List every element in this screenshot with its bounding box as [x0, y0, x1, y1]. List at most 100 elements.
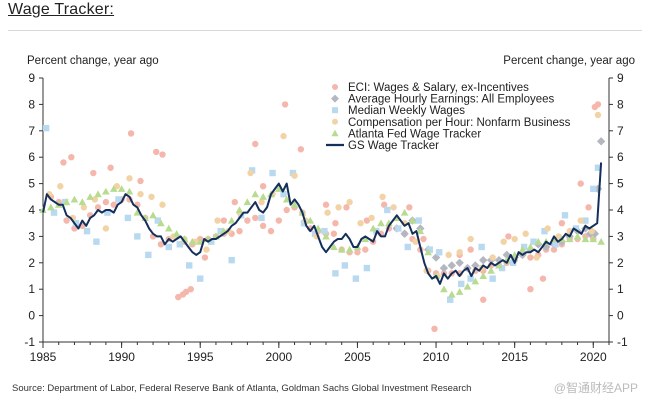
median-point	[509, 259, 517, 266]
atlanta-point	[573, 232, 582, 240]
median-point	[134, 233, 141, 240]
atlanta-point	[149, 211, 157, 219]
ahe-point	[471, 261, 480, 270]
atlanta-point	[235, 206, 244, 214]
eci-point	[363, 217, 371, 224]
compensation-point	[102, 225, 110, 232]
median-point	[541, 227, 548, 235]
atlanta-point	[133, 208, 142, 216]
title-divider	[8, 30, 642, 31]
scatter-series	[39, 101, 606, 332]
compensation-point	[214, 217, 221, 224]
eci-point	[330, 230, 338, 237]
eci-point	[275, 217, 283, 224]
eci-point	[259, 222, 267, 230]
atlanta-point	[125, 187, 134, 195]
compensation-point	[522, 230, 529, 237]
atlanta-point	[440, 285, 448, 293]
legend-label-median: Median Weekly Wages	[348, 105, 465, 117]
ahe-point	[400, 229, 409, 238]
legend-swatch-compensation	[332, 118, 338, 125]
atlanta-point	[487, 266, 495, 274]
y-tick-label-left: 0	[28, 309, 35, 323]
atlanta-point	[251, 190, 260, 198]
compensation-point	[80, 204, 88, 211]
compensation-point	[335, 204, 342, 211]
x-tick-label: 2015	[501, 350, 528, 364]
eci-point	[431, 325, 438, 332]
eci-point	[252, 140, 259, 148]
atlanta-point	[322, 232, 330, 240]
atlanta-point	[455, 288, 464, 295]
atlanta-point	[172, 229, 181, 237]
median-point	[93, 238, 100, 245]
median-point	[186, 262, 193, 269]
y-tick-label-right: 6	[617, 150, 624, 164]
eci-point	[297, 146, 305, 153]
compensation-point	[368, 214, 375, 222]
eci-point	[107, 164, 114, 171]
atlanta-point	[416, 227, 425, 235]
atlanta-point	[164, 224, 173, 232]
median-point	[582, 217, 589, 224]
atlanta-point	[447, 290, 456, 298]
median-point	[258, 214, 265, 222]
compensation-point	[91, 196, 99, 203]
median-point	[217, 227, 224, 235]
compensation-point	[390, 204, 397, 211]
atlanta-point	[337, 245, 346, 253]
median-point	[145, 251, 152, 259]
x-tick-label: 2000	[265, 350, 292, 364]
eci-point	[322, 201, 330, 208]
eci-point	[332, 220, 339, 227]
median-point	[395, 225, 402, 232]
compensation-point	[555, 233, 562, 240]
legend-swatch-ahe	[331, 94, 339, 103]
median-point	[124, 214, 132, 222]
eci-point	[585, 204, 592, 211]
y-tick-label-right: 0	[617, 309, 624, 323]
atlanta-point	[306, 216, 315, 224]
median-point	[176, 241, 183, 248]
atlanta-point	[62, 198, 71, 206]
median-point	[341, 262, 349, 269]
compensation-point	[412, 238, 419, 245]
ahe-point	[439, 263, 449, 273]
atlanta-point	[290, 200, 299, 208]
atlanta-point	[377, 219, 385, 227]
compensation-point	[500, 238, 507, 245]
x-tick-label: 1985	[30, 350, 57, 364]
eci-point	[594, 101, 602, 108]
compensation-point	[467, 235, 474, 243]
eci-point	[60, 159, 67, 166]
y-tick-label-left: 7	[28, 124, 35, 138]
median-point	[72, 220, 80, 227]
x-tick-label: 2005	[344, 350, 371, 364]
eci-point	[110, 201, 117, 208]
y-tick-label-left: 2	[28, 256, 35, 270]
atlanta-point	[227, 216, 236, 224]
median-point	[228, 256, 235, 264]
compensation-point	[445, 251, 452, 259]
eci-point	[467, 246, 474, 253]
median-point	[50, 209, 58, 216]
compensation-point	[456, 249, 463, 256]
y-tick-label-right: 1	[617, 282, 624, 296]
median-point	[352, 275, 360, 282]
atlanta-point	[243, 198, 252, 206]
atlanta-point	[259, 193, 267, 200]
right-axis-label: Percent change, year ago	[503, 55, 635, 67]
median-point	[458, 280, 465, 288]
eci-point	[127, 130, 135, 137]
ahe-point	[447, 261, 456, 270]
eci-point	[153, 148, 160, 156]
median-point	[426, 246, 433, 253]
gs-wage-tracker-line	[42, 162, 603, 285]
atlanta-point	[109, 185, 118, 192]
compensation-point	[291, 172, 298, 179]
axes: -1 -1 0 0 1 1 2 2 3 3 4 4 5 5 6 6 7 7 8 8 9 9 1985 1990 1995 2000…	[24, 71, 628, 364]
eci-point	[244, 217, 251, 224]
ahe-point	[596, 137, 606, 146]
eci-point	[527, 286, 534, 293]
left-axis-label: Percent change, year ago	[27, 55, 159, 67]
